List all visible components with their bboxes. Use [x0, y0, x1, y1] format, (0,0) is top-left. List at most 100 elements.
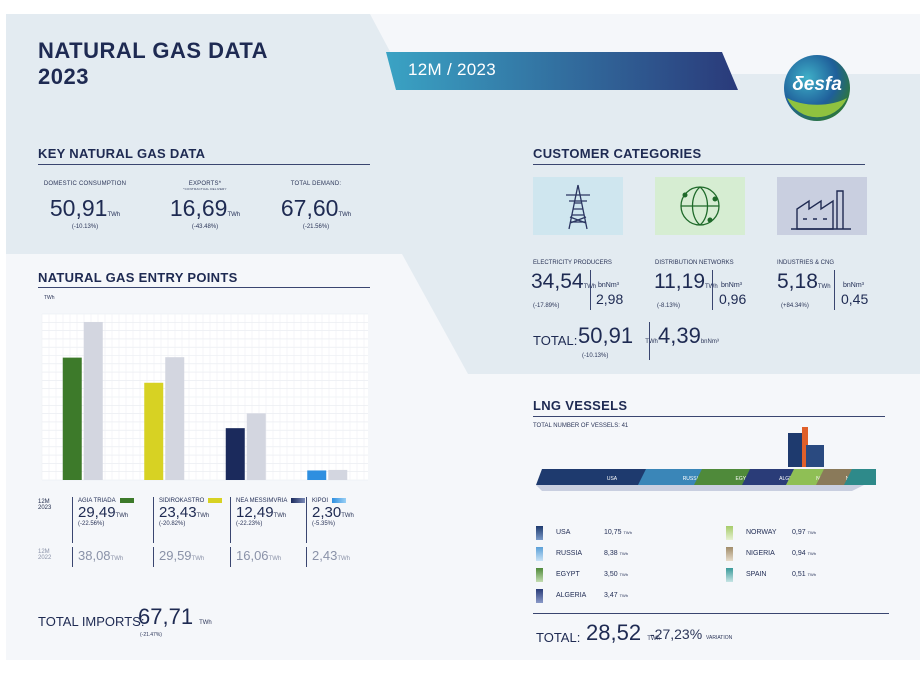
chart-bar-2022-2: [247, 413, 266, 480]
lng-band-label: USA: [607, 476, 618, 482]
kpi-label: DOMESTIC CONSUMPTION: [30, 181, 140, 187]
lng-item-value: 0,94 TWh: [792, 550, 816, 557]
kpi-value: 67,60TWh: [261, 195, 371, 222]
lng-value-text: 0,51: [792, 571, 806, 578]
lng-unit: TWh: [620, 593, 628, 598]
kpi-domestic-consumption: DOMESTIC CONSUMPTION 50,91TWh (-10.13%): [30, 181, 140, 230]
lng-unit: TWh: [808, 572, 816, 577]
entry-row-2023-label: 12M 2023: [38, 499, 51, 511]
category-label: INDUSTRIES & CNG: [777, 260, 834, 266]
entry-change: (-22.56%): [78, 521, 134, 527]
category-bn-label: bnNm³: [598, 282, 619, 289]
entry-value-2023: 23,43TWh: [159, 504, 222, 521]
entry-value-2022: 38,08TWh: [78, 548, 123, 563]
category-value: 11,19TWh: [654, 270, 718, 294]
entry-point-nea-messimvria-2022: 16,06TWh: [236, 548, 281, 563]
kpi-total-demand: TOTAL DEMAND: 67,60TWh (-21.56%): [261, 181, 371, 230]
chart-bar-2022-3: [328, 470, 347, 480]
category-bn-value: 0,45: [841, 291, 868, 307]
category-label: ELECTRICITY PRODUCERS: [533, 260, 612, 266]
category-value-text: 5,18: [777, 270, 818, 293]
lng-swatch-spain: [726, 568, 733, 582]
lng-unit: TWh: [808, 551, 816, 556]
category-image-distribution: [655, 177, 745, 235]
lng-swatch-algeria: [536, 589, 543, 603]
entry-value-2022: 16,06TWh: [236, 548, 281, 563]
entry-value-text: 16,06: [236, 548, 269, 563]
categories-total-value: 50,91 TWh: [578, 323, 658, 349]
entry-value-2022: 2,43TWh: [312, 548, 350, 563]
entry-point-sidirokastro-2022: 29,59TWh: [159, 548, 204, 563]
entry-point-kipoi: KIPOI 2,30TWh (-5.35%): [312, 498, 354, 527]
customer-categories-rule: [533, 164, 865, 165]
lng-item-value: 10,75 TWh: [604, 529, 632, 536]
entry-value-2023: 2,30TWh: [312, 504, 354, 521]
entry-point-sidirokastro: SIDIROKASTRO 23,43TWh (-20.82%): [159, 498, 222, 527]
kpi-unit: TWh: [338, 212, 351, 218]
lng-rule: [533, 416, 885, 417]
power-tower-icon: [533, 177, 623, 235]
entry-value-2023: 12,49TWh: [236, 504, 305, 521]
entry-divider: [230, 497, 231, 543]
kpi-value: 16,69TWh: [150, 195, 260, 222]
period-label: 12M / 2023: [408, 60, 496, 80]
category-image-electricity: [533, 177, 623, 235]
entry-points-title: NATURAL GAS ENTRY POINTS: [38, 270, 238, 285]
lng-value-text: 3,50: [604, 571, 618, 578]
category-change: (+84.34%): [781, 303, 809, 309]
entry-swatch: [332, 498, 346, 503]
chart-bar-2023-3: [307, 470, 326, 480]
category-value-text: 11,19: [654, 270, 705, 293]
entry-swatch: [208, 498, 222, 503]
entry-divider: [72, 497, 73, 543]
total-bn-unit: bnNm³: [701, 339, 719, 345]
category-divider: [834, 270, 835, 310]
entry-value-text: 2,43: [312, 548, 337, 563]
entry-unit: TWh: [337, 556, 350, 562]
entry-value-text: 29,59: [159, 548, 192, 563]
page-title: NATURAL GAS DATA 2023: [38, 38, 268, 90]
entry-points-chart: TWh: [36, 290, 370, 486]
lng-value-text: 0,94: [792, 550, 806, 557]
title-line-1: NATURAL GAS DATA: [38, 38, 268, 64]
category-unit: TWh: [818, 284, 831, 290]
entry-row-2022-label: 12M 2022: [38, 549, 51, 561]
kpi-sublabel: *CONTRACTUAL DELIVERY: [150, 187, 260, 191]
lng-item-name: EGYPT: [556, 571, 580, 578]
lng-item-name: USA: [556, 529, 570, 536]
lng-band-segment: [536, 469, 654, 485]
lng-swatch-usa: [536, 526, 543, 540]
kpi-unit: TWh: [227, 212, 240, 218]
total-imports-value: 67,71 TWh: [138, 604, 212, 630]
lng-item-name: RUSSIA: [556, 550, 582, 557]
kpi-value-text: 50,91: [50, 195, 108, 221]
entry-value-text: 12,49: [236, 504, 274, 521]
lng-swatch-russia: [536, 547, 543, 561]
entry-change: (-5.35%): [312, 521, 354, 527]
lng-item-name: ALGERIA: [556, 592, 586, 599]
total-bn-value: 4,39: [658, 323, 701, 348]
lng-unit: TWh: [623, 530, 631, 535]
categories-total-change: (-10.13%): [582, 353, 608, 359]
entry-point-agia-triada: AGIA TRIADA 29,49TWh (-22.56%): [78, 498, 134, 527]
lng-total-value: 28,52 TWh: [586, 620, 660, 646]
entry-divider: [72, 547, 73, 567]
lng-total-value-text: 28,52: [586, 620, 641, 645]
lng-swatch-nigeria: [726, 547, 733, 561]
chart-bar-2022-0: [84, 322, 103, 480]
lng-item-name: NIGERIA: [746, 550, 775, 557]
kpi-value-text: 16,69: [170, 195, 228, 221]
category-divider: [712, 270, 713, 310]
entry-value-2023: 29,49TWh: [78, 504, 134, 521]
entry-divider: [306, 497, 307, 543]
entry-value-text: 29,49: [78, 504, 116, 521]
kpi-unit: TWh: [107, 212, 120, 218]
category-change: (-17.89%): [533, 303, 559, 309]
entry-unit: TWh: [274, 513, 287, 519]
entry-point-nea-messimvria: NEA MESSIMVRIA 12,49TWh (-22.23%): [236, 498, 305, 527]
chart-bar-2023-1: [144, 383, 163, 480]
category-value: 34,54TWh: [531, 270, 596, 294]
logo-text: δesfa: [781, 74, 853, 96]
chart-bar-2022-1: [165, 357, 184, 480]
entry-swatch: [120, 498, 134, 503]
